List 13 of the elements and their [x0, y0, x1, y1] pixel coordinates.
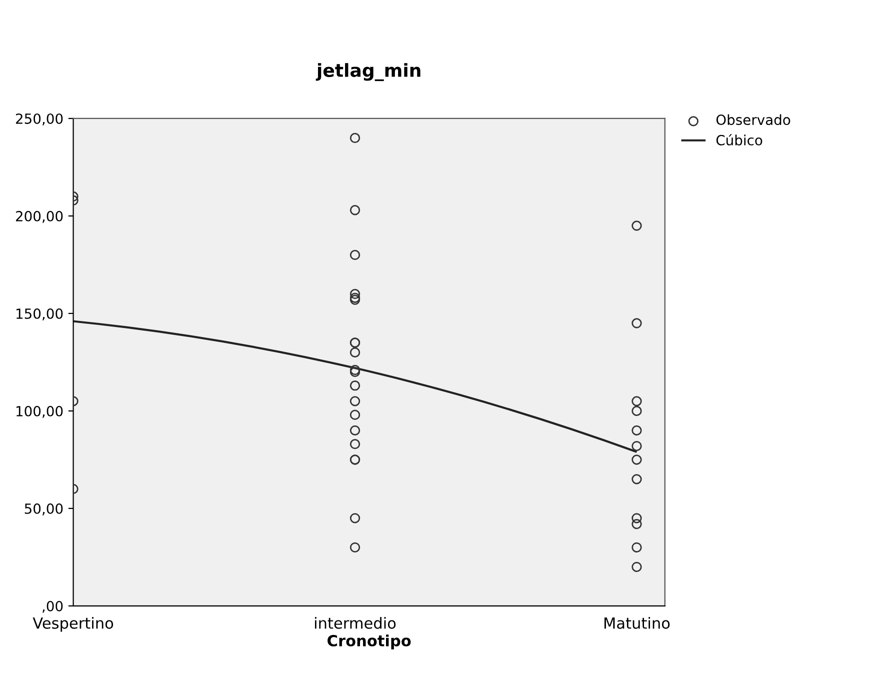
x-axis-title: Cronotipo — [328, 634, 411, 650]
y-tick-label: 100,00 — [16, 406, 63, 418]
y-tick-label: ,00 — [42, 600, 63, 613]
x-tick-label: Vespertino — [32, 617, 114, 632]
legend-label: Cúbico — [716, 134, 762, 146]
chart-title: jetlag_min — [316, 63, 420, 82]
x-tick-label: Matutino — [604, 617, 670, 629]
x-tick-label: intermedio — [314, 617, 396, 629]
y-tick-label: 50,00 — [24, 503, 63, 516]
y-tick-label: 250,00 — [16, 113, 63, 126]
y-tick-label: 200,00 — [16, 210, 63, 223]
legend-label: Observado — [716, 114, 790, 126]
y-tick-label: 150,00 — [16, 308, 63, 320]
